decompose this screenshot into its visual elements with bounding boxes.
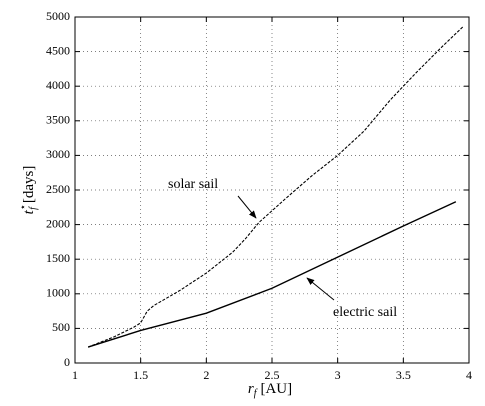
y-unit: [days] [21, 166, 37, 204]
y-tick-label: 3000 [46, 147, 70, 161]
x-tick-label: 1.5 [133, 368, 148, 382]
y-tick-label: 2500 [46, 182, 70, 196]
x-tick-label: 4 [466, 368, 472, 382]
x-tick-label: 3.5 [396, 368, 411, 382]
y-tick-label: 2000 [46, 216, 70, 230]
x-tick-label: 3 [335, 368, 341, 382]
series-line [87, 201, 457, 348]
x-symbol: r [248, 381, 254, 397]
y-tick-label: 1000 [46, 286, 70, 300]
series-annotation: electric sail [333, 305, 397, 320]
y-tick-label: 1500 [46, 251, 70, 265]
y-superscript: ⋆ [18, 204, 29, 210]
plot-frame [74, 16, 470, 364]
annotation-arrow [306, 277, 335, 301]
x-axis-label: rf [AU] [248, 381, 292, 399]
y-tick-label: 0 [64, 355, 70, 369]
series-line [87, 25, 465, 348]
y-tick-label: 4000 [46, 78, 70, 92]
x-unit: [AU] [260, 381, 292, 397]
y-symbol: t [21, 209, 37, 214]
series-annotation: solar sail [168, 177, 218, 192]
y-tick-label: 500 [52, 320, 70, 334]
x-tick-label: 2.5 [265, 368, 280, 382]
x-tick-label: 2 [203, 368, 209, 382]
y-tick-label: 3500 [46, 113, 70, 127]
y-axis-label: t⋆f [days] [18, 166, 39, 215]
y-subscript: f [28, 206, 39, 210]
x-tick-label: 1 [72, 368, 78, 382]
y-tick-label: 5000 [46, 9, 70, 23]
y-tick-label: 4500 [46, 43, 70, 57]
x-subscript: f [254, 388, 258, 399]
annotation-arrow [237, 195, 257, 219]
